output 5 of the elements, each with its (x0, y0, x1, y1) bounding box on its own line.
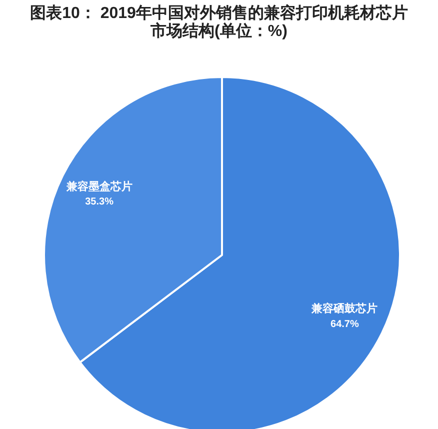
data-label: 64.7% (330, 318, 359, 330)
chart-title: 图表10： 2019年中国对外销售的兼容打印机耗材芯片市场结构(单位：%) (29, 5, 409, 41)
slice-label: 兼容硒鼓芯片 (310, 302, 378, 316)
data-label: 35.3% (85, 196, 114, 208)
slice-label: 兼容墨盒芯片 (65, 180, 132, 193)
